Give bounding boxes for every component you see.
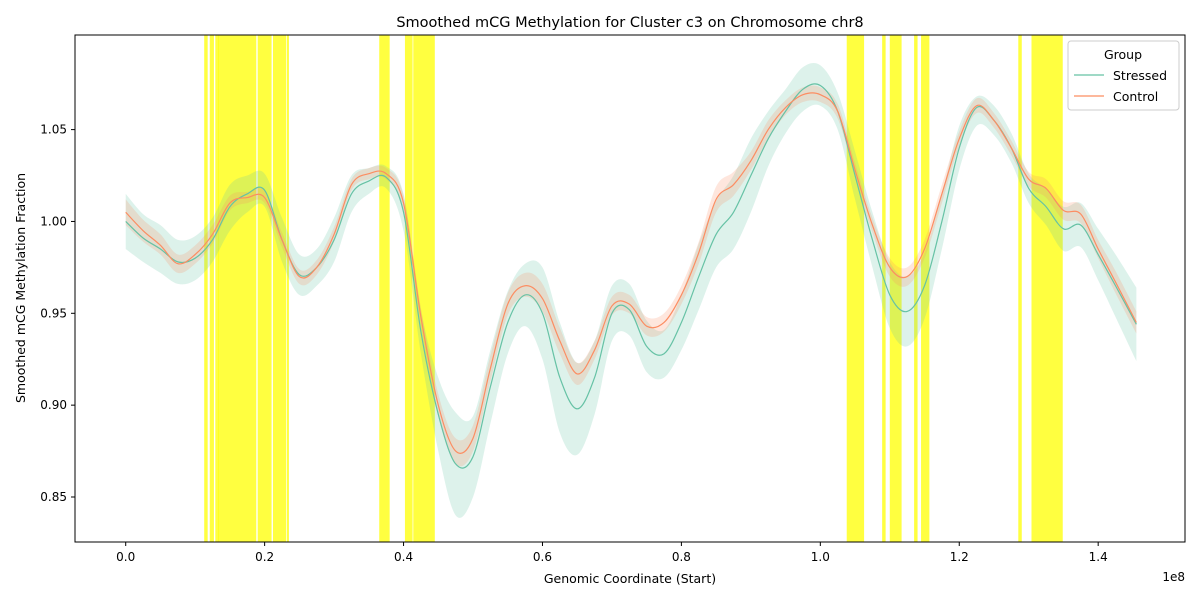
y-tick-label: 0.90 xyxy=(40,398,67,412)
band-stressed xyxy=(125,62,1137,518)
highlight-region xyxy=(889,35,902,542)
x-tick-label: 0.0 xyxy=(116,550,135,564)
confidence-bands xyxy=(125,62,1137,518)
x-tick-label: 0.2 xyxy=(255,550,274,564)
legend-box xyxy=(1067,40,1180,111)
x-axis: 0.0 0.2 0.4 0.6 0.8 1.0 1.2 1.4 xyxy=(116,542,1108,564)
highlight-region xyxy=(215,35,219,542)
y-tick-label: 0.95 xyxy=(40,306,67,320)
highlight-region xyxy=(257,35,272,542)
series-lines xyxy=(125,83,1137,469)
highlight-region xyxy=(1031,35,1063,542)
x-tick-label: 1.4 xyxy=(1089,550,1108,564)
plot-frame xyxy=(74,34,1186,543)
highlight-region xyxy=(882,35,886,542)
highlight-regions xyxy=(204,35,1063,542)
x-axis-label: Genomic Coordinate (Start) xyxy=(544,571,716,586)
highlight-region xyxy=(209,35,214,542)
legend: Group Stressed Control xyxy=(1067,40,1180,111)
x-tick-label: 0.4 xyxy=(394,550,413,564)
y-axis: 0.85 0.90 0.95 1.00 1.05 xyxy=(40,123,75,504)
highlight-region xyxy=(914,35,918,542)
highlight-region xyxy=(218,35,257,542)
x-tick-label: 0.8 xyxy=(672,550,691,564)
x-axis-offset-label: 1e8 xyxy=(1162,570,1185,584)
y-axis-label: Smoothed mCG Methylation Fraction xyxy=(13,173,28,403)
x-tick-label: 1.0 xyxy=(811,550,830,564)
highlight-region xyxy=(204,35,208,542)
chart-title: Smoothed mCG Methylation for Cluster c3 … xyxy=(396,15,863,31)
highlight-region xyxy=(1018,35,1022,542)
y-tick-label: 0.85 xyxy=(40,490,67,504)
line-control xyxy=(125,92,1137,454)
highlight-region xyxy=(272,35,287,542)
legend-label-stressed: Stressed xyxy=(1113,68,1167,83)
legend-title: Group xyxy=(1104,47,1142,62)
line-stressed xyxy=(125,83,1137,469)
highlight-region xyxy=(379,35,390,542)
highlight-region xyxy=(413,35,435,542)
y-tick-label: 1.05 xyxy=(40,123,67,137)
highlight-region xyxy=(846,35,865,542)
x-tick-label: 1.2 xyxy=(950,550,969,564)
highlight-region xyxy=(404,35,413,542)
legend-label-control: Control xyxy=(1113,89,1158,104)
highlight-region xyxy=(286,35,289,542)
highlight-region xyxy=(921,35,930,542)
y-tick-label: 1.00 xyxy=(40,214,67,228)
x-tick-label: 0.6 xyxy=(533,550,552,564)
